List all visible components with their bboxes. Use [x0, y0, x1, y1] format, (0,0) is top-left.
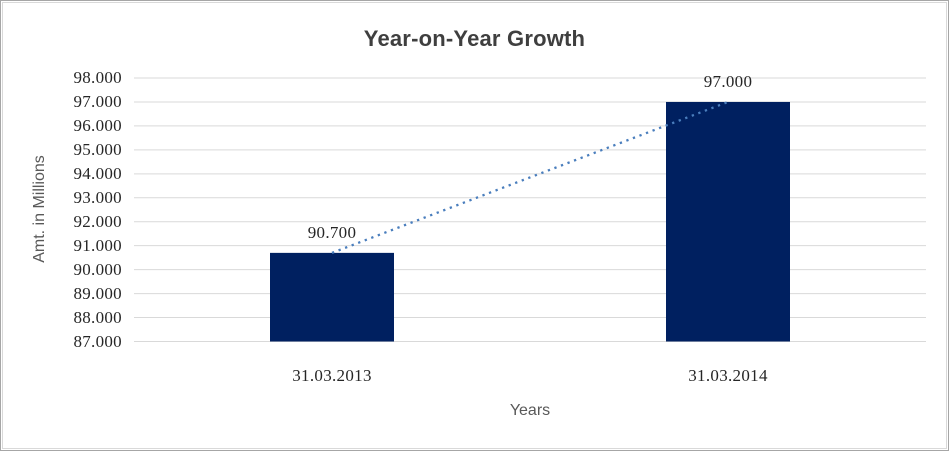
bar-value-label: 97.000 — [703, 71, 753, 91]
y-tick-label: 91.000 — [73, 235, 122, 255]
y-tick-label: 89.000 — [73, 283, 122, 303]
y-tick-label: 90.000 — [73, 259, 122, 279]
bar-31.03.2013 — [270, 252, 394, 342]
y-tick-label: 92.000 — [73, 211, 122, 231]
y-tick-label: 95.000 — [73, 139, 122, 159]
trendline — [331, 100, 729, 254]
x-tick-label: 31.03.2014 — [688, 365, 768, 385]
y-tick-label: 94.000 — [73, 163, 122, 183]
x-axis-title: Years — [509, 402, 551, 419]
x-tick-label: 31.03.2013 — [292, 365, 372, 385]
y-tick-label: 96.000 — [73, 115, 122, 135]
y-tick-label: 93.000 — [73, 187, 122, 207]
y-tick-label: 97.000 — [73, 91, 122, 111]
y-tick-label: 98.000 — [73, 68, 122, 87]
y-tick-label: 88.000 — [73, 307, 122, 327]
bar-value-label: 90.700 — [307, 222, 357, 242]
chart-title: Year-on-Year Growth — [363, 26, 586, 51]
bar-31.03.2014 — [666, 101, 790, 342]
y-tick-label: 87.000 — [73, 331, 122, 351]
